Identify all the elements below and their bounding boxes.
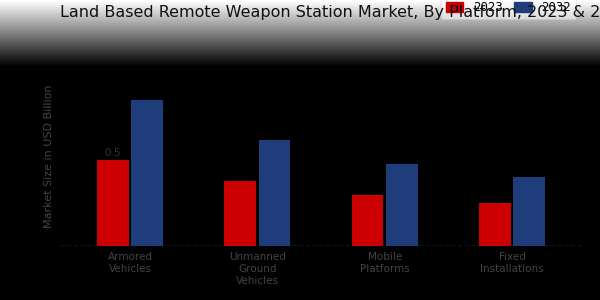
Bar [352, 195, 383, 246]
Bar [513, 177, 545, 246]
Text: 0.5: 0.5 [104, 148, 121, 158]
Y-axis label: Market Size in USD Billion: Market Size in USD Billion [44, 84, 55, 228]
Bar [131, 100, 163, 246]
Bar [97, 160, 129, 246]
Bar [224, 181, 256, 246]
Bar [479, 203, 511, 246]
Legend: 2023, 2032: 2023, 2032 [441, 0, 576, 19]
Bar [386, 164, 418, 246]
Text: Land Based Remote Weapon Station Market, By Platform, 2023 & 2032: Land Based Remote Weapon Station Market,… [60, 4, 600, 20]
Bar [259, 140, 290, 246]
